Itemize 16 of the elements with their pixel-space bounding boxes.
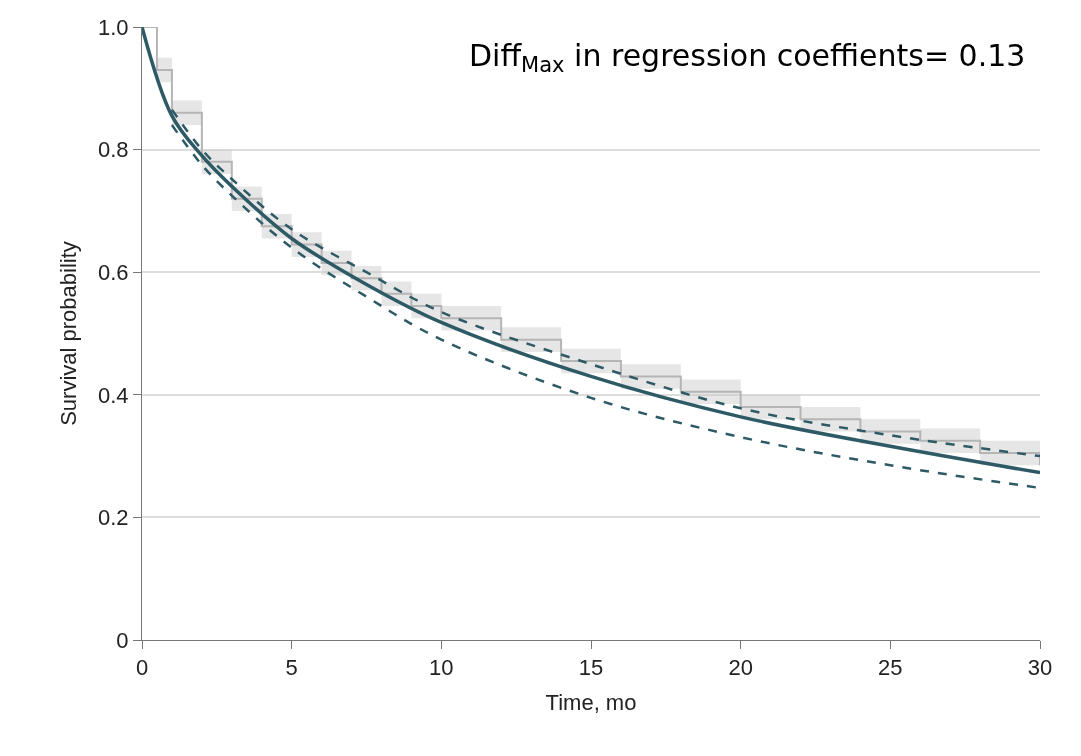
annotation: Diff$_{Max}$ in regression coeffients= 0.13: [469, 38, 1026, 78]
y-tick-label: 0.6: [98, 259, 129, 285]
x-tick-label: 0: [135, 655, 149, 681]
x-tick-label: 10: [429, 655, 454, 681]
x-tick-label: 20: [728, 655, 753, 681]
y-tick-label: 0.2: [98, 505, 129, 531]
y-tick-label: 1.0: [98, 14, 129, 40]
y-tick-label: 0.8: [98, 137, 129, 163]
x-tick-label: 5: [285, 655, 298, 681]
x-tick-label: 25: [878, 655, 903, 681]
y-axis-title: Survival probability: [55, 241, 81, 426]
x-tick-label: 30: [1027, 655, 1053, 681]
x-tick-label: 15: [578, 655, 604, 681]
x-axis-title: Time, mo: [545, 690, 637, 716]
y-tick-label: 0: [116, 627, 129, 653]
y-tick-label: 0.4: [98, 382, 129, 408]
